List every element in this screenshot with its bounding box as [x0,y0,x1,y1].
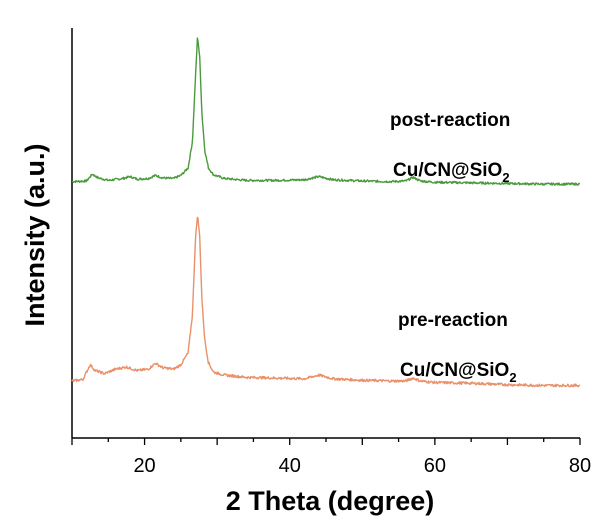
post-reaction-formula: Cu/CN@SiO2 [393,160,510,185]
series-layer [71,37,581,388]
pre-reaction-series-line [71,216,581,388]
x-tick-label: 40 [279,455,301,477]
post-reaction-formula-main: Cu/CN@SiO [393,160,502,181]
pre-reaction-label: pre-reaction [398,310,508,331]
pre-reaction-formula: Cu/CN@SiO2 [400,360,517,385]
post-reaction-label: post-reaction [390,110,510,131]
pre-reaction-formula-sub: 2 [509,370,516,385]
y-axis-title: Intensity (a.u.) [20,143,50,326]
x-tick-label: 20 [133,455,155,477]
x-axis-title: 2 Theta (degree) [226,486,435,516]
x-tick-label: 80 [569,455,591,477]
x-tick-label: 60 [424,455,446,477]
x-ticks: 20 40 60 80 [71,438,591,477]
post-reaction-series-line [71,37,581,186]
pre-reaction-formula-main: Cu/CN@SiO [400,360,509,381]
post-reaction-formula-sub: 2 [502,170,509,185]
